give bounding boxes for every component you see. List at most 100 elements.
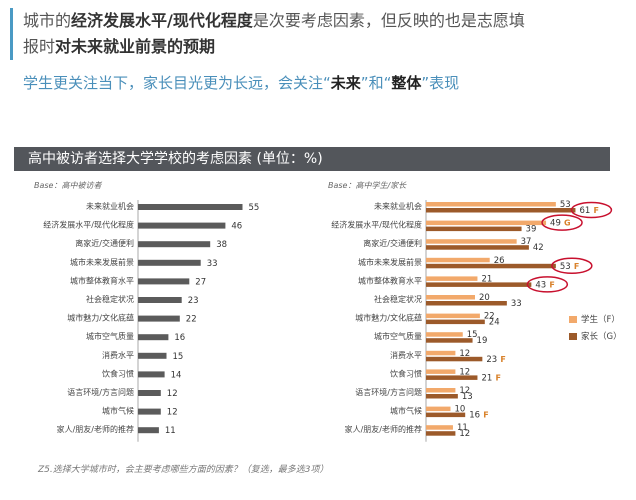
header-text-part: 城市的 [23,11,72,30]
bar [426,282,532,287]
data-label: 22 [186,315,197,325]
footnote: Z5.选择大学城市时，会主要考虑哪些方面的因素？（复选，最多选3项） [38,465,329,475]
header-text-part: 学生更关注当下，家长目光更为长远，会关注“ [23,74,331,92]
header-text-part: 未来 [330,74,361,92]
bar [426,356,483,362]
data-label: 21 [481,373,492,383]
significance-mark: F [574,262,579,271]
data-label: 12 [167,389,178,399]
bar [426,208,576,213]
category-label: 未来就业机会 [374,201,422,211]
category-label: 离家近/交通便利 [363,238,422,248]
chart-title: 高中被访者选择大学学校的考虑因素 (单位：%) [14,147,610,171]
highlight-ring [541,214,583,231]
highlight-ring [526,276,569,293]
category-label: 城市空气质量 [374,331,422,341]
category-label: 经济发展水平/现代化程度 [331,220,422,230]
category-label: 语言环境/方言问题 [355,387,422,397]
data-label: 38 [216,240,227,250]
significance-mark: G [564,219,571,228]
category-label: 城市魅力/文化底蕴 [67,313,134,323]
chart-panel: Base：高中被访者 未来就业机会 55 经济发展水平/现代化程度 46 离家近/交通便利… [30,176,626,476]
category-label: 城市空气质量 [86,331,134,341]
significance-mark: F [495,373,500,382]
bar [138,390,161,396]
base-label: Base：高中被访者 [34,181,102,190]
category-label: 城市未来发展前景 [70,257,134,267]
bar [426,431,456,436]
data-label: 23 [486,355,497,365]
bar [426,239,517,244]
headline-line-1: 城市的经济发展水平/现代化程度是次要考虑因素，但反映的也是志愿填 [23,8,628,34]
header-text: 城市的经济发展水平/现代化程度是次要考虑因素，但反映的也是志愿填 报时对未来就业… [10,8,628,94]
bar [138,352,167,359]
category-label: 语言环境/方言问题 [67,387,134,397]
data-label: 23 [188,296,199,306]
category-label: 城市整体教育水平 [70,275,134,285]
data-label: 46 [231,222,242,232]
bar [426,412,466,418]
category-label: 经济发展水平/现代化程度 [43,220,134,230]
highlight-ring [551,257,593,275]
category-label: 未来就业机会 [86,201,134,211]
data-label: 39 [526,225,537,235]
bar [426,319,485,325]
data-label: 16 [174,333,185,343]
data-label: 53 [560,200,571,210]
subheadline: 学生更关注当下，家长目光更为长远，会关注“未来”和“整体”表现 [23,72,628,94]
bar [426,263,556,269]
data-label: 12 [459,386,470,396]
data-label: 12 [459,349,470,359]
category-label: 城市魅力/文化底蕴 [355,313,422,323]
data-label: 19 [477,336,488,346]
data-label: 21 [481,274,492,284]
data-label: 61 [579,206,590,216]
bar [138,204,243,210]
category-label: 饮食习惯 [102,368,134,378]
category-label: 社会稳定状况 [86,294,134,304]
bar [426,301,507,306]
data-label: 11 [457,423,468,433]
data-label: 12 [167,408,178,418]
header-text-part: ”和“ [360,74,392,92]
data-label: 37 [521,237,532,247]
category-label: 城市气候 [390,406,422,416]
category-label: 社会稳定状况 [374,294,422,304]
header-text-part: 是次要考虑因素，但反映的也是志愿填 [252,11,525,30]
bar [138,222,226,229]
highlight-ring [570,201,613,219]
data-label: 22 [484,312,495,322]
category-label: 城市气候 [102,406,134,416]
bar [138,297,182,303]
bar [426,202,556,207]
significance-mark: F [549,280,554,289]
bar [138,259,201,266]
legend-swatch [569,333,577,340]
data-label: 42 [533,243,544,253]
bar [138,278,190,285]
bar [426,295,475,300]
header-text-part: 经济发展水平/现代化程度 [71,11,253,30]
bar [426,375,478,380]
bar [138,315,180,322]
header-text-part: ”表现 [421,74,460,92]
bar [426,338,473,343]
data-label: 15 [467,330,478,340]
data-label: 53 [560,262,571,272]
significance-mark: F [593,206,598,215]
headline: 城市的经济发展水平/现代化程度是次要考虑因素，但反映的也是志愿填 报时对未来就业… [10,8,628,60]
data-label: 12 [459,429,470,439]
data-label: 11 [165,426,176,436]
bar [426,425,453,430]
bar [426,369,456,374]
bar [426,313,480,319]
category-label: 消费水平 [102,350,134,360]
data-label: 14 [171,370,182,380]
header-text-part: 报时 [23,37,56,56]
header-text-part: 对未来就业前景的预期 [55,37,216,56]
headline-line-2: 报时对未来就业前景的预期 [23,34,628,60]
data-label: 13 [462,392,473,402]
header-text-part: 整体 [391,74,422,92]
base-label: Base：高中学生/家长 [328,181,407,190]
